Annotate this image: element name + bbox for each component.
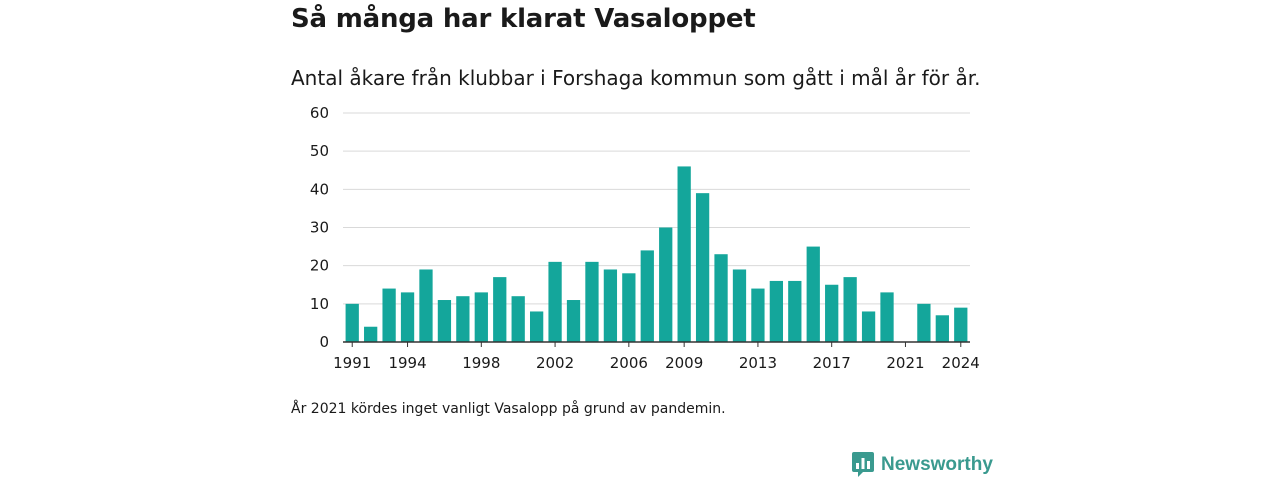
bar-2018 — [843, 277, 857, 342]
x-tick-label: 2006 — [610, 354, 648, 372]
y-tick-label: 10 — [310, 295, 329, 313]
bar-2008 — [659, 227, 673, 342]
bar-2001 — [529, 311, 544, 342]
bar-2007 — [640, 250, 654, 342]
bar-1996 — [437, 300, 452, 342]
bar-2024 — [954, 307, 968, 342]
y-tick-label: 40 — [310, 180, 329, 198]
bar-2019 — [861, 311, 876, 342]
bar-2006 — [622, 273, 636, 342]
bar-2012 — [732, 269, 747, 342]
bar-2014 — [769, 280, 784, 342]
x-tick-label: 2009 — [665, 354, 703, 372]
footnote: År 2021 kördes inget vanligt Vasalopp på… — [291, 401, 726, 417]
bar-1999 — [493, 277, 507, 342]
brand-name: Newsworthy — [881, 454, 993, 475]
bar-1992 — [364, 326, 378, 342]
bar-2004 — [585, 261, 599, 342]
bar-2009 — [677, 166, 691, 342]
x-tick-label: 2017 — [813, 354, 851, 372]
y-tick-label: 20 — [310, 257, 329, 275]
chart-subtitle: Antal åkare från klubbar i Forshaga komm… — [291, 66, 981, 90]
bar-1997 — [456, 296, 470, 342]
bar-1994 — [400, 292, 415, 342]
bar-2013 — [751, 288, 765, 342]
bar-1991 — [345, 303, 359, 342]
bar-2017 — [825, 284, 839, 342]
bar-2022 — [917, 303, 931, 342]
y-tick-label: 30 — [310, 219, 329, 237]
x-tick-label: 2021 — [886, 354, 924, 372]
x-tick-label: 1991 — [333, 354, 371, 372]
bar-2011 — [714, 254, 728, 342]
bar-2023 — [935, 315, 949, 342]
x-tick-label: 2002 — [536, 354, 574, 372]
bar-chart: 0 10 20 30 40 50 60 1991 1994 1998 2002 2006 2009 201… — [310, 104, 980, 372]
bar-2010 — [695, 193, 710, 342]
bar-2003 — [566, 300, 581, 342]
x-tick-label: 1998 — [462, 354, 500, 372]
bar-2005 — [603, 269, 618, 342]
bar-2015 — [788, 280, 802, 342]
bar-1993 — [382, 288, 396, 342]
newsworthy-logo: Newsworthy — [852, 452, 993, 478]
bar-2000 — [511, 296, 525, 342]
bar-2016 — [806, 246, 820, 342]
bar-2020 — [880, 292, 894, 342]
y-tick-label: 50 — [310, 142, 329, 160]
y-tick-label: 60 — [310, 104, 329, 122]
x-tick-label: 1994 — [388, 354, 426, 372]
y-tick-label: 0 — [319, 333, 329, 351]
bar-1995 — [419, 269, 433, 342]
newsworthy-logo-icon — [852, 452, 874, 477]
x-tick-label: 2024 — [942, 354, 980, 372]
chart-title: Så många har klarat Vasaloppet — [291, 4, 756, 34]
bar-1998 — [474, 292, 488, 342]
bar-2002 — [548, 261, 562, 342]
x-tick-label: 2013 — [739, 354, 777, 372]
